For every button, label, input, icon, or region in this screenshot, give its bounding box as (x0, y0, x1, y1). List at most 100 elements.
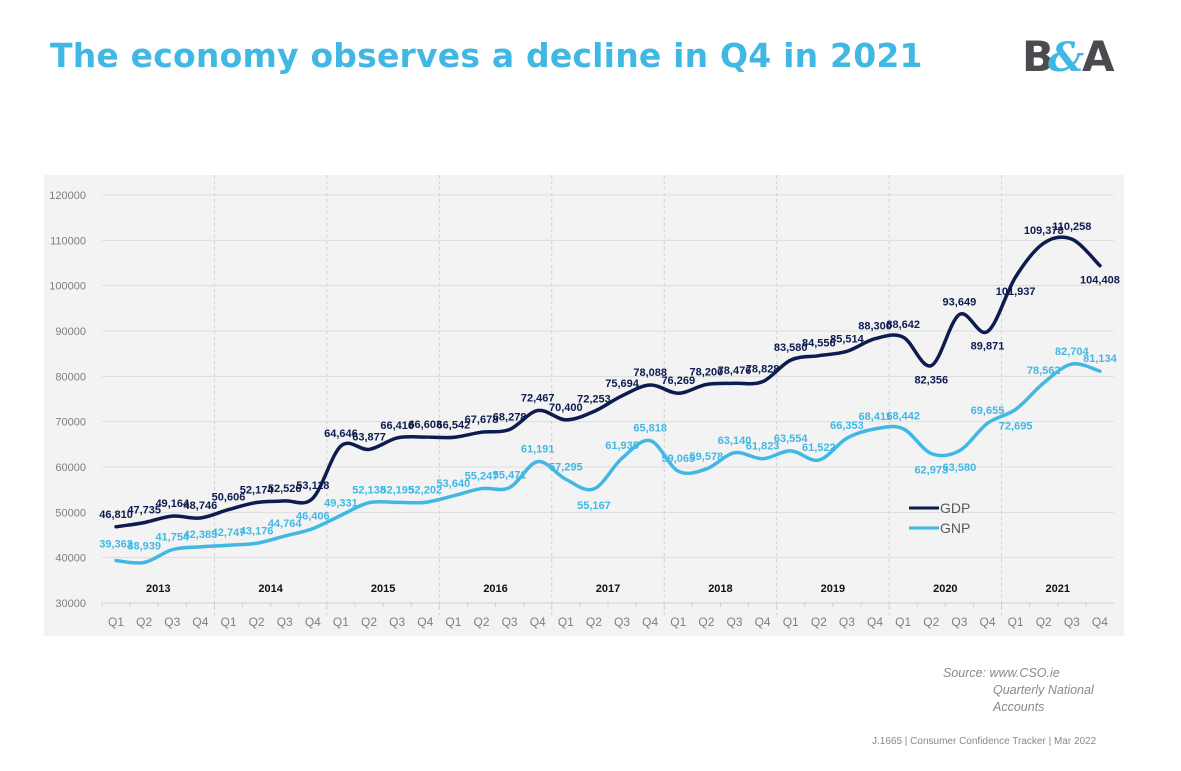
data-label-gnp: 39,362 (99, 539, 133, 551)
y-tick-label: 110000 (50, 235, 86, 247)
series-line-gdp (114, 235, 1102, 529)
legend-label-gnp: GNP (940, 520, 970, 536)
data-label-gdp: 78,828 (746, 364, 780, 376)
x-tick-label: Q2 (473, 615, 489, 629)
data-label-gnp: 55,471 (493, 470, 527, 482)
legend-label-gdp: GDP (940, 500, 970, 516)
page-title: The economy observes a decline in Q4 in … (50, 36, 923, 75)
year-label: 2014 (258, 583, 283, 595)
data-label-gdp: 66,603 (408, 419, 442, 431)
x-tick-label: Q4 (1092, 615, 1108, 629)
data-label-gnp: 82,704 (1055, 346, 1090, 358)
x-tick-label: Q1 (895, 615, 911, 629)
x-tick-label: Q2 (136, 615, 152, 629)
source-line-1: Source: www.CSO.ie (943, 666, 1060, 680)
y-tick-label: 30000 (55, 598, 86, 610)
data-label-gdp: 63,877 (352, 431, 386, 443)
data-label-gnp: 65,818 (633, 423, 667, 435)
data-label-gnp: 53,640 (437, 478, 471, 490)
data-label-gdp: 46,810 (99, 509, 133, 521)
company-logo: B & A (1022, 32, 1118, 81)
x-tick-label: Q1 (670, 615, 686, 629)
x-axis: 2013 2014 2015 2016 2017 2018 2019 2020 2021 Q1 Q2… (101, 583, 1114, 629)
data-label-gdp: 53,118 (296, 480, 329, 492)
x-tick-label: Q2 (586, 615, 602, 629)
data-label-gdp: 48,746 (184, 500, 218, 512)
x-tick-label: Q4 (192, 615, 208, 629)
x-tick-label: Q1 (558, 615, 574, 629)
data-label-gdp: 52,526 (268, 483, 302, 495)
data-label-gnp: 72,695 (999, 420, 1033, 432)
year-label: 2013 (146, 583, 170, 595)
data-label-gnp: 63,580 (943, 462, 977, 474)
data-label-gdp: 49,164 (155, 498, 190, 510)
source-line-2: Quarterly National (993, 683, 1094, 697)
y-tick-label: 60000 (55, 462, 86, 474)
y-tick-label: 90000 (55, 326, 86, 338)
x-tick-label: Q3 (951, 615, 967, 629)
data-label-gnp: 49,331 (324, 497, 358, 509)
x-tick-label: Q2 (923, 615, 939, 629)
y-tick-label: 120000 (49, 190, 86, 202)
data-label-gnp: 52,138 (352, 485, 386, 497)
data-label-gnp: 63,140 (718, 435, 752, 447)
data-label-gnp: 61,823 (746, 441, 780, 453)
x-tick-label: Q2 (361, 615, 377, 629)
x-tick-label: Q4 (979, 615, 995, 629)
data-label-gdp: 67,678 (465, 414, 499, 426)
x-tick-label: Q3 (726, 615, 742, 629)
data-label-gdp: 82,356 (914, 375, 948, 387)
data-label-gnp: 43,176 (240, 525, 274, 537)
x-tick-label: Q2 (1036, 615, 1052, 629)
data-label-gdp: 52,174 (240, 484, 275, 496)
year-label: 2016 (483, 583, 507, 595)
data-label-gnp: 68,411 (859, 411, 892, 423)
x-tick-label: Q1 (445, 615, 461, 629)
x-tick-label: Q3 (1064, 615, 1080, 629)
data-label-gnp: 52,195 (380, 484, 414, 496)
y-tick-label: 50000 (55, 507, 86, 519)
data-label-gdp: 64,646 (324, 428, 358, 440)
data-label-gnp: 66,353 (830, 420, 864, 432)
data-label-gdp: 101,937 (996, 286, 1036, 298)
data-label-gnp: 41,754 (155, 532, 190, 544)
x-tick-label: Q3 (502, 615, 518, 629)
data-label-gdp: 109,378 (1024, 225, 1064, 237)
year-label: 2015 (371, 583, 395, 595)
data-label-gdp: 66,542 (437, 419, 471, 431)
data-label-gnp: 81,134 (1083, 353, 1118, 365)
y-tick-label: 80000 (55, 371, 86, 383)
data-label-gnp: 55,247 (465, 471, 499, 483)
data-label-gnp: 38,939 (127, 540, 161, 552)
data-label-gdp: 88,642 (886, 319, 920, 331)
data-labels: 46,81047,73549,16448,74650,60652,17452,5… (99, 221, 1120, 552)
data-label-gdp: 83,580 (774, 342, 808, 354)
data-label-gdp: 78,476 (718, 365, 752, 377)
x-tick-label: Q4 (755, 615, 771, 629)
x-tick-label: Q3 (614, 615, 630, 629)
data-label-gdp: 78,088 (633, 367, 667, 379)
data-label-gnp: 63,554 (774, 433, 809, 445)
data-label-gnp: 44,764 (268, 518, 303, 530)
data-label-gdp: 75,694 (605, 378, 640, 390)
year-label: 2018 (708, 583, 732, 595)
data-label-gnp: 78,562 (1027, 365, 1061, 377)
data-label-gdp: 78,200 (690, 366, 724, 378)
data-label-gnp: 52,202 (408, 484, 442, 496)
source-note: Source: www.CSO.ie Quarterly National Ac… (943, 665, 1094, 716)
y-tick-label: 100000 (49, 281, 86, 293)
legend: GDP GNP (909, 500, 970, 536)
x-tick-label: Q3 (164, 615, 180, 629)
data-label-gnp: 61,522 (802, 442, 836, 454)
data-label-gdp: 85,514 (830, 333, 865, 345)
x-tick-label: Q4 (530, 615, 546, 629)
x-tick-label: Q2 (249, 615, 265, 629)
data-label-gdp: 72,467 (521, 392, 555, 404)
series-line-gnp (114, 362, 1102, 565)
year-label: 2020 (933, 583, 957, 595)
data-label-gnp: 61,191 (521, 444, 555, 456)
y-axis: 30000 40000 50000 60000 70000 80000 90000 10000… (49, 190, 86, 610)
y-tick-label: 70000 (55, 417, 86, 429)
x-tick-label: Q2 (698, 615, 714, 629)
x-tick-label: Q4 (867, 615, 883, 629)
